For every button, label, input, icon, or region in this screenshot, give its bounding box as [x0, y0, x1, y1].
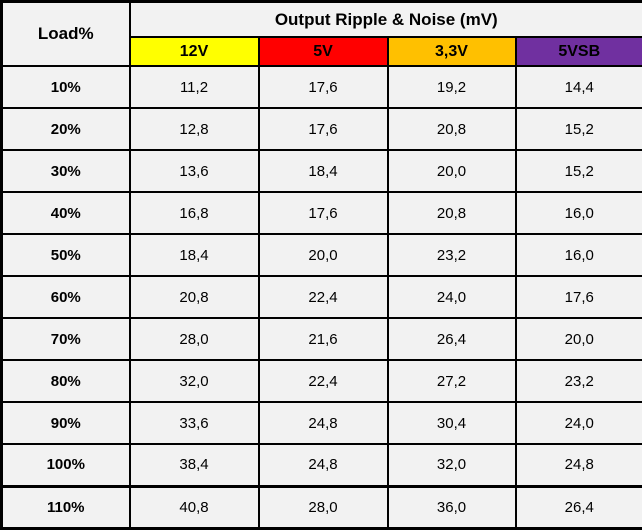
- value-cell: 30,4: [388, 402, 516, 444]
- value-cell: 21,6: [259, 318, 388, 360]
- value-cell: 22,4: [259, 276, 388, 318]
- value-cell: 17,6: [259, 66, 388, 108]
- value-cell: 24,0: [388, 276, 516, 318]
- value-cell: 23,2: [388, 234, 516, 276]
- load-cell: 50%: [2, 234, 130, 276]
- load-cell: 30%: [2, 150, 130, 192]
- load-cell: 20%: [2, 108, 130, 150]
- value-cell: 24,8: [259, 402, 388, 444]
- value-cell: 20,0: [516, 318, 642, 360]
- load-cell: 40%: [2, 192, 130, 234]
- load-cell: 90%: [2, 402, 130, 444]
- value-cell: 26,4: [388, 318, 516, 360]
- value-cell: 27,2: [388, 360, 516, 402]
- value-cell: 16,0: [516, 234, 642, 276]
- value-cell: 20,8: [388, 108, 516, 150]
- value-cell: 24,0: [516, 402, 642, 444]
- title-row: Load% Output Ripple & Noise (mV): [2, 2, 642, 38]
- value-cell: 26,4: [516, 486, 642, 528]
- value-cell: 28,0: [130, 318, 259, 360]
- load-cell: 100%: [2, 444, 130, 486]
- value-cell: 38,4: [130, 444, 259, 486]
- value-cell: 33,6: [130, 402, 259, 444]
- value-cell: 32,0: [130, 360, 259, 402]
- value-cell: 16,0: [516, 192, 642, 234]
- value-cell: 13,6: [130, 150, 259, 192]
- value-cell: 20,0: [259, 234, 388, 276]
- value-cell: 12,8: [130, 108, 259, 150]
- value-cell: 22,4: [259, 360, 388, 402]
- value-cell: 14,4: [516, 66, 642, 108]
- value-cell: 17,6: [516, 276, 642, 318]
- value-cell: 19,2: [388, 66, 516, 108]
- row-header-label: Load%: [2, 2, 130, 67]
- value-cell: 18,4: [259, 150, 388, 192]
- value-cell: 11,2: [130, 66, 259, 108]
- load-cell: 110%: [2, 486, 130, 528]
- value-cell: 15,2: [516, 108, 642, 150]
- rail-header-5v: 5V: [259, 37, 388, 66]
- value-cell: 17,6: [259, 192, 388, 234]
- load-cell: 60%: [2, 276, 130, 318]
- value-cell: 32,0: [388, 444, 516, 486]
- value-cell: 16,8: [130, 192, 259, 234]
- value-cell: 20,8: [130, 276, 259, 318]
- value-cell: 23,2: [516, 360, 642, 402]
- value-cell: 20,0: [388, 150, 516, 192]
- value-cell: 24,8: [259, 444, 388, 486]
- table-title: Output Ripple & Noise (mV): [130, 2, 642, 38]
- load-cell: 80%: [2, 360, 130, 402]
- load-cell: 70%: [2, 318, 130, 360]
- value-cell: 24,8: [516, 444, 642, 486]
- value-cell: 20,8: [388, 192, 516, 234]
- value-cell: 17,6: [259, 108, 388, 150]
- value-cell: 15,2: [516, 150, 642, 192]
- value-cell: 36,0: [388, 486, 516, 528]
- rail-header-5vsb: 5VSB: [516, 37, 642, 66]
- value-cell: 18,4: [130, 234, 259, 276]
- rail-header-33v: 3,3V: [388, 37, 516, 66]
- value-cell: 28,0: [259, 486, 388, 528]
- rail-header-12v: 12V: [130, 37, 259, 66]
- value-cell: 40,8: [130, 486, 259, 528]
- load-cell: 10%: [2, 66, 130, 108]
